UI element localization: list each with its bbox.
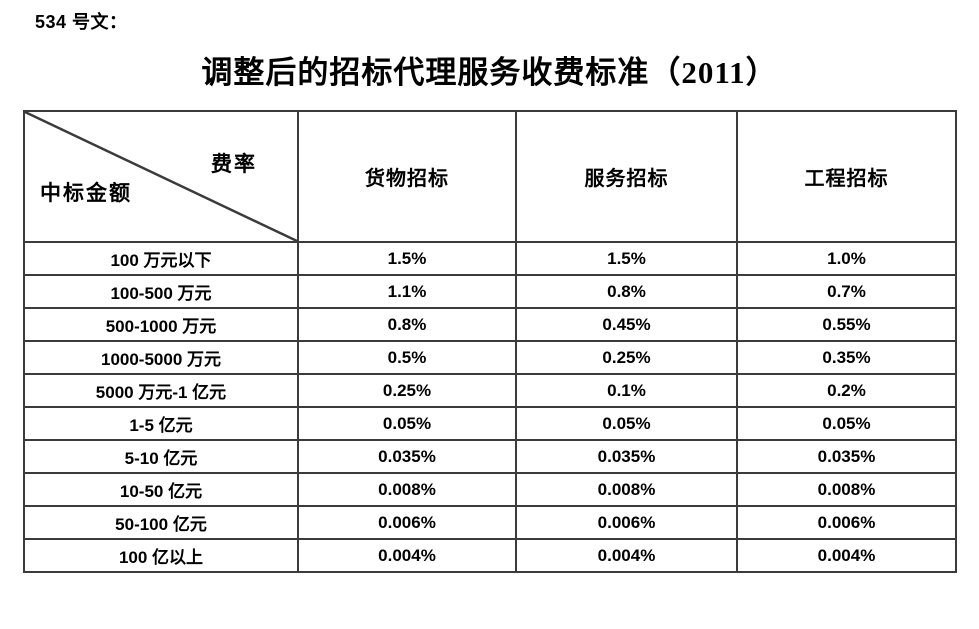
table-row: 50-100 亿元 0.006% 0.006% 0.006% xyxy=(23,505,957,540)
service-rate-cell: 0.006% xyxy=(515,505,738,540)
goods-rate-cell: 1.5% xyxy=(297,241,517,276)
table-row: 5-10 亿元 0.035% 0.035% 0.035% xyxy=(23,439,957,474)
engineering-rate-cell: 0.004% xyxy=(736,538,957,573)
goods-rate-cell: 0.25% xyxy=(297,373,517,408)
page-title: 调整后的招标代理服务收费标准（2011） xyxy=(201,55,778,90)
table-row: 100-500 万元 1.1% 0.8% 0.7% xyxy=(23,274,957,309)
goods-rate-cell: 1.1% xyxy=(297,274,517,309)
service-rate-cell: 0.25% xyxy=(515,340,738,375)
goods-rate-cell: 0.006% xyxy=(297,505,517,540)
table-row: 500-1000 万元 0.8% 0.45% 0.55% xyxy=(23,307,957,342)
service-rate-cell: 0.035% xyxy=(515,439,738,474)
column-header-goods: 货物招标 xyxy=(297,110,517,243)
engineering-rate-cell: 0.2% xyxy=(736,373,957,408)
engineering-rate-cell: 0.008% xyxy=(736,472,957,507)
amount-cell: 100 万元以下 xyxy=(23,241,299,276)
amount-cell: 10-50 亿元 xyxy=(23,472,299,507)
diagonal-divider-line xyxy=(25,112,297,241)
service-rate-cell: 0.8% xyxy=(515,274,738,309)
engineering-rate-cell: 0.035% xyxy=(736,439,957,474)
table-row: 1000-5000 万元 0.5% 0.25% 0.35% xyxy=(23,340,957,375)
amount-cell: 5000 万元-1 亿元 xyxy=(23,373,299,408)
goods-rate-cell: 0.8% xyxy=(297,307,517,342)
service-rate-cell: 0.45% xyxy=(515,307,738,342)
amount-cell: 100 亿以上 xyxy=(23,538,299,573)
fee-rate-table: 费率 中标金额 货物招标 服务招标 工程招标 100 万元以下 1.5% 1.5… xyxy=(23,110,957,573)
amount-cell: 100-500 万元 xyxy=(23,274,299,309)
engineering-rate-cell: 0.05% xyxy=(736,406,957,441)
corner-label-rate: 费率 xyxy=(211,152,257,176)
service-rate-cell: 0.1% xyxy=(515,373,738,408)
table-row: 100 亿以上 0.004% 0.004% 0.004% xyxy=(23,538,957,573)
column-header-engineering: 工程招标 xyxy=(736,110,957,243)
table-row: 100 万元以下 1.5% 1.5% 1.0% xyxy=(23,241,957,276)
amount-cell: 500-1000 万元 xyxy=(23,307,299,342)
engineering-rate-cell: 1.0% xyxy=(736,241,957,276)
goods-rate-cell: 0.05% xyxy=(297,406,517,441)
service-rate-cell: 1.5% xyxy=(515,241,738,276)
column-header-service: 服务招标 xyxy=(515,110,738,243)
document-number-label: 534 号文： xyxy=(35,12,128,32)
diagonal-corner-cell: 费率 中标金额 xyxy=(23,110,299,243)
engineering-rate-cell: 0.35% xyxy=(736,340,957,375)
table-row: 5000 万元-1 亿元 0.25% 0.1% 0.2% xyxy=(23,373,957,408)
amount-cell: 50-100 亿元 xyxy=(23,505,299,540)
goods-rate-cell: 0.5% xyxy=(297,340,517,375)
amount-cell: 1-5 亿元 xyxy=(23,406,299,441)
engineering-rate-cell: 0.7% xyxy=(736,274,957,309)
service-rate-cell: 0.004% xyxy=(515,538,738,573)
corner-label-amount: 中标金额 xyxy=(40,181,132,205)
service-rate-cell: 0.008% xyxy=(515,472,738,507)
service-rate-cell: 0.05% xyxy=(515,406,738,441)
amount-cell: 5-10 亿元 xyxy=(23,439,299,474)
header-row: 费率 中标金额 货物招标 服务招标 工程招标 xyxy=(23,110,957,243)
engineering-rate-cell: 0.006% xyxy=(736,505,957,540)
goods-rate-cell: 0.004% xyxy=(297,538,517,573)
goods-rate-cell: 0.035% xyxy=(297,439,517,474)
amount-cell: 1000-5000 万元 xyxy=(23,340,299,375)
table-row: 1-5 亿元 0.05% 0.05% 0.05% xyxy=(23,406,957,441)
engineering-rate-cell: 0.55% xyxy=(736,307,957,342)
goods-rate-cell: 0.008% xyxy=(297,472,517,507)
table-row: 10-50 亿元 0.008% 0.008% 0.008% xyxy=(23,472,957,507)
